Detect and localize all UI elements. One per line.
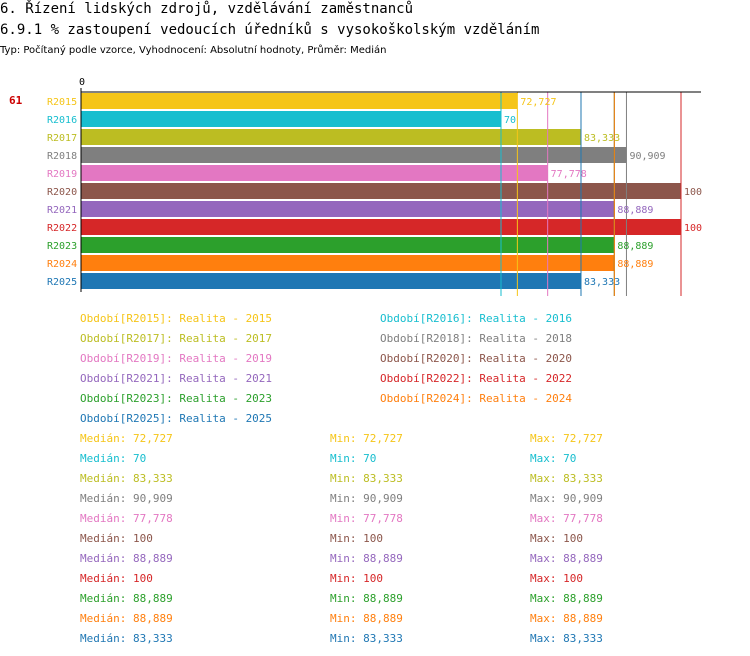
stat-max: Max: 70 bbox=[530, 452, 577, 465]
value-label: 90,909 bbox=[629, 151, 665, 162]
category-label: R2025 bbox=[47, 277, 77, 288]
legend-entry: Období[R2019]: Realita - 2019 bbox=[80, 352, 273, 365]
legend-entry: Období[R2022]: Realita - 2022 bbox=[380, 372, 573, 385]
value-label: 83,333 bbox=[584, 277, 620, 288]
value-label: 100 bbox=[684, 187, 702, 198]
category-label: R2021 bbox=[47, 205, 77, 216]
value-label: 72,727 bbox=[520, 97, 556, 108]
bar-r2024 bbox=[81, 255, 615, 271]
stat-min: Min: 72,727 bbox=[330, 432, 403, 445]
stat-median: Medián: 100 bbox=[80, 532, 153, 545]
stat-median: Medián: 83,333 bbox=[80, 472, 173, 485]
page-title: 6. Řízení lidských zdrojů, vzdělávání za… bbox=[0, 1, 414, 17]
bar-r2021 bbox=[81, 201, 615, 217]
bar-r2020 bbox=[81, 183, 681, 199]
stat-min: Min: 100 bbox=[330, 532, 383, 545]
bar-r2017 bbox=[81, 129, 581, 145]
stat-max: Max: 88,889 bbox=[530, 612, 603, 625]
stat-max: Max: 83,333 bbox=[530, 472, 603, 485]
value-label: 77,778 bbox=[551, 169, 587, 180]
stat-min: Min: 83,333 bbox=[330, 632, 403, 645]
legend-entry: Období[R2020]: Realita - 2020 bbox=[380, 352, 573, 365]
stat-max: Max: 100 bbox=[530, 572, 583, 585]
bar-r2025 bbox=[81, 273, 581, 289]
stat-max: Max: 72,727 bbox=[530, 432, 603, 445]
stat-median: Medián: 100 bbox=[80, 572, 153, 585]
category-label: R2017 bbox=[47, 133, 77, 144]
value-label: 88,889 bbox=[617, 241, 653, 252]
stat-median: Medián: 83,333 bbox=[80, 632, 173, 645]
value-label: 70 bbox=[504, 115, 516, 126]
category-label: R2022 bbox=[47, 223, 77, 234]
stat-min: Min: 88,889 bbox=[330, 592, 403, 605]
stat-max: Max: 100 bbox=[530, 532, 583, 545]
category-label: R2015 bbox=[47, 97, 77, 108]
stat-median: Medián: 88,889 bbox=[80, 612, 173, 625]
chart-title: 6.9.1 % zastoupení vedoucích úředníků s … bbox=[0, 22, 540, 38]
stat-min: Min: 88,889 bbox=[330, 612, 403, 625]
stat-min: Min: 77,778 bbox=[330, 512, 403, 525]
legend-entry: Období[R2018]: Realita - 2018 bbox=[380, 332, 573, 345]
category-label: R2020 bbox=[47, 187, 77, 198]
stat-min: Min: 90,909 bbox=[330, 492, 403, 505]
value-label: 88,889 bbox=[617, 205, 653, 216]
legend-entry: Období[R2024]: Realita - 2024 bbox=[380, 392, 573, 405]
category-label: R2018 bbox=[47, 151, 77, 162]
category-label: R2019 bbox=[47, 169, 77, 180]
stat-median: Medián: 88,889 bbox=[80, 552, 173, 565]
stat-median: Medián: 70 bbox=[80, 452, 147, 465]
legend-entry: Období[R2016]: Realita - 2016 bbox=[380, 312, 573, 325]
stat-max: Max: 88,889 bbox=[530, 592, 603, 605]
stat-min: Min: 83,333 bbox=[330, 472, 403, 485]
stat-min: Min: 100 bbox=[330, 572, 383, 585]
stat-min: Min: 70 bbox=[330, 452, 377, 465]
bar-r2016 bbox=[81, 111, 501, 127]
category-label: R2016 bbox=[47, 115, 77, 126]
stat-max: Max: 90,909 bbox=[530, 492, 603, 505]
stat-median: Medián: 77,778 bbox=[80, 512, 173, 525]
category-label: R2023 bbox=[47, 241, 77, 252]
axis-zero-label: 0 bbox=[79, 77, 85, 88]
legend-entry: Období[R2023]: Realita - 2023 bbox=[80, 392, 273, 405]
bar-r2018 bbox=[81, 147, 627, 163]
value-label: 83,333 bbox=[584, 133, 620, 144]
stat-max: Max: 88,889 bbox=[530, 552, 603, 565]
legend-entry: Období[R2015]: Realita - 2015 bbox=[80, 312, 273, 325]
chart-meta: Typ: Počítaný podle vzorce, Vyhodnocení:… bbox=[0, 45, 387, 56]
bar-r2023 bbox=[81, 237, 615, 253]
category-label: R2024 bbox=[47, 259, 77, 270]
legend-entry: Období[R2025]: Realita - 2025 bbox=[80, 412, 273, 425]
legend-entry: Období[R2017]: Realita - 2017 bbox=[80, 332, 273, 345]
bar-r2019 bbox=[81, 165, 548, 181]
stat-median: Medián: 72,727 bbox=[80, 432, 173, 445]
stat-median: Medián: 90,909 bbox=[80, 492, 173, 505]
legend-entry: Období[R2021]: Realita - 2021 bbox=[80, 372, 273, 385]
value-label: 100 bbox=[684, 223, 702, 234]
row-marker: 61 bbox=[9, 94, 23, 107]
stat-median: Medián: 88,889 bbox=[80, 592, 173, 605]
stat-max: Max: 83,333 bbox=[530, 632, 603, 645]
stat-min: Min: 88,889 bbox=[330, 552, 403, 565]
stat-max: Max: 77,778 bbox=[530, 512, 603, 525]
bar-r2022 bbox=[81, 219, 681, 235]
bar-r2015 bbox=[81, 93, 518, 109]
value-label: 88,889 bbox=[617, 259, 653, 270]
